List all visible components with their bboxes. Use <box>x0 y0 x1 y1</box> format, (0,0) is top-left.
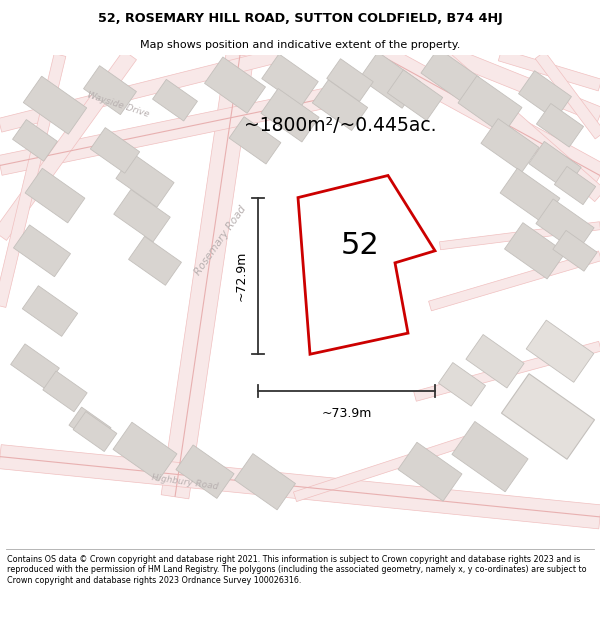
Polygon shape <box>161 53 254 499</box>
Polygon shape <box>128 236 181 285</box>
Polygon shape <box>13 119 58 161</box>
Polygon shape <box>435 49 600 202</box>
Polygon shape <box>113 422 177 481</box>
Polygon shape <box>535 51 600 139</box>
Text: 52, ROSEMARY HILL ROAD, SUTTON COLDFIELD, B74 4HJ: 52, ROSEMARY HILL ROAD, SUTTON COLDFIELD… <box>98 12 502 25</box>
Text: ~73.9m: ~73.9m <box>322 408 371 421</box>
Polygon shape <box>43 371 87 412</box>
Polygon shape <box>398 442 462 501</box>
Polygon shape <box>114 189 170 242</box>
Polygon shape <box>500 168 560 223</box>
Polygon shape <box>518 71 571 119</box>
Polygon shape <box>0 444 600 529</box>
Polygon shape <box>11 344 59 389</box>
Polygon shape <box>440 222 600 250</box>
Polygon shape <box>152 79 197 121</box>
Polygon shape <box>421 48 479 102</box>
Polygon shape <box>69 407 111 446</box>
Text: ~72.9m: ~72.9m <box>235 251 248 301</box>
Polygon shape <box>553 231 597 271</box>
Polygon shape <box>481 119 539 172</box>
Text: Contains OS data © Crown copyright and database right 2021. This information is : Contains OS data © Crown copyright and d… <box>7 555 587 584</box>
Polygon shape <box>91 127 140 173</box>
Polygon shape <box>205 57 265 113</box>
Polygon shape <box>0 48 281 132</box>
Polygon shape <box>439 362 485 406</box>
Polygon shape <box>458 76 522 134</box>
Polygon shape <box>0 54 66 308</box>
Polygon shape <box>428 251 600 311</box>
Text: Highbury Road: Highbury Road <box>151 472 219 491</box>
Polygon shape <box>413 341 600 401</box>
Polygon shape <box>83 66 136 114</box>
Polygon shape <box>359 52 421 108</box>
Polygon shape <box>313 80 368 131</box>
Polygon shape <box>327 59 373 101</box>
Polygon shape <box>261 89 319 142</box>
Polygon shape <box>452 421 528 492</box>
Polygon shape <box>176 445 234 498</box>
Polygon shape <box>502 374 595 459</box>
Polygon shape <box>262 54 318 106</box>
Text: Rosemary Road: Rosemary Road <box>193 204 248 278</box>
Polygon shape <box>529 141 581 189</box>
Polygon shape <box>235 454 295 510</box>
Polygon shape <box>447 48 600 122</box>
Text: ~1800m²/~0.445ac.: ~1800m²/~0.445ac. <box>244 116 436 135</box>
Polygon shape <box>536 104 584 147</box>
Polygon shape <box>13 225 71 277</box>
Polygon shape <box>0 50 136 241</box>
Polygon shape <box>229 117 281 164</box>
Text: 52: 52 <box>341 231 379 260</box>
Polygon shape <box>293 432 482 502</box>
Polygon shape <box>536 199 594 252</box>
Polygon shape <box>466 334 524 388</box>
Polygon shape <box>23 76 87 134</box>
Polygon shape <box>498 49 600 91</box>
Polygon shape <box>25 168 85 223</box>
Text: Map shows position and indicative extent of the property.: Map shows position and indicative extent… <box>140 39 460 49</box>
Polygon shape <box>526 320 594 382</box>
Polygon shape <box>0 86 342 175</box>
Polygon shape <box>116 154 174 208</box>
Polygon shape <box>554 166 596 204</box>
Polygon shape <box>388 70 443 121</box>
Text: Wayside Drive: Wayside Drive <box>86 91 150 119</box>
Polygon shape <box>22 286 77 336</box>
Polygon shape <box>73 411 117 451</box>
Polygon shape <box>374 44 600 186</box>
Polygon shape <box>505 222 565 279</box>
